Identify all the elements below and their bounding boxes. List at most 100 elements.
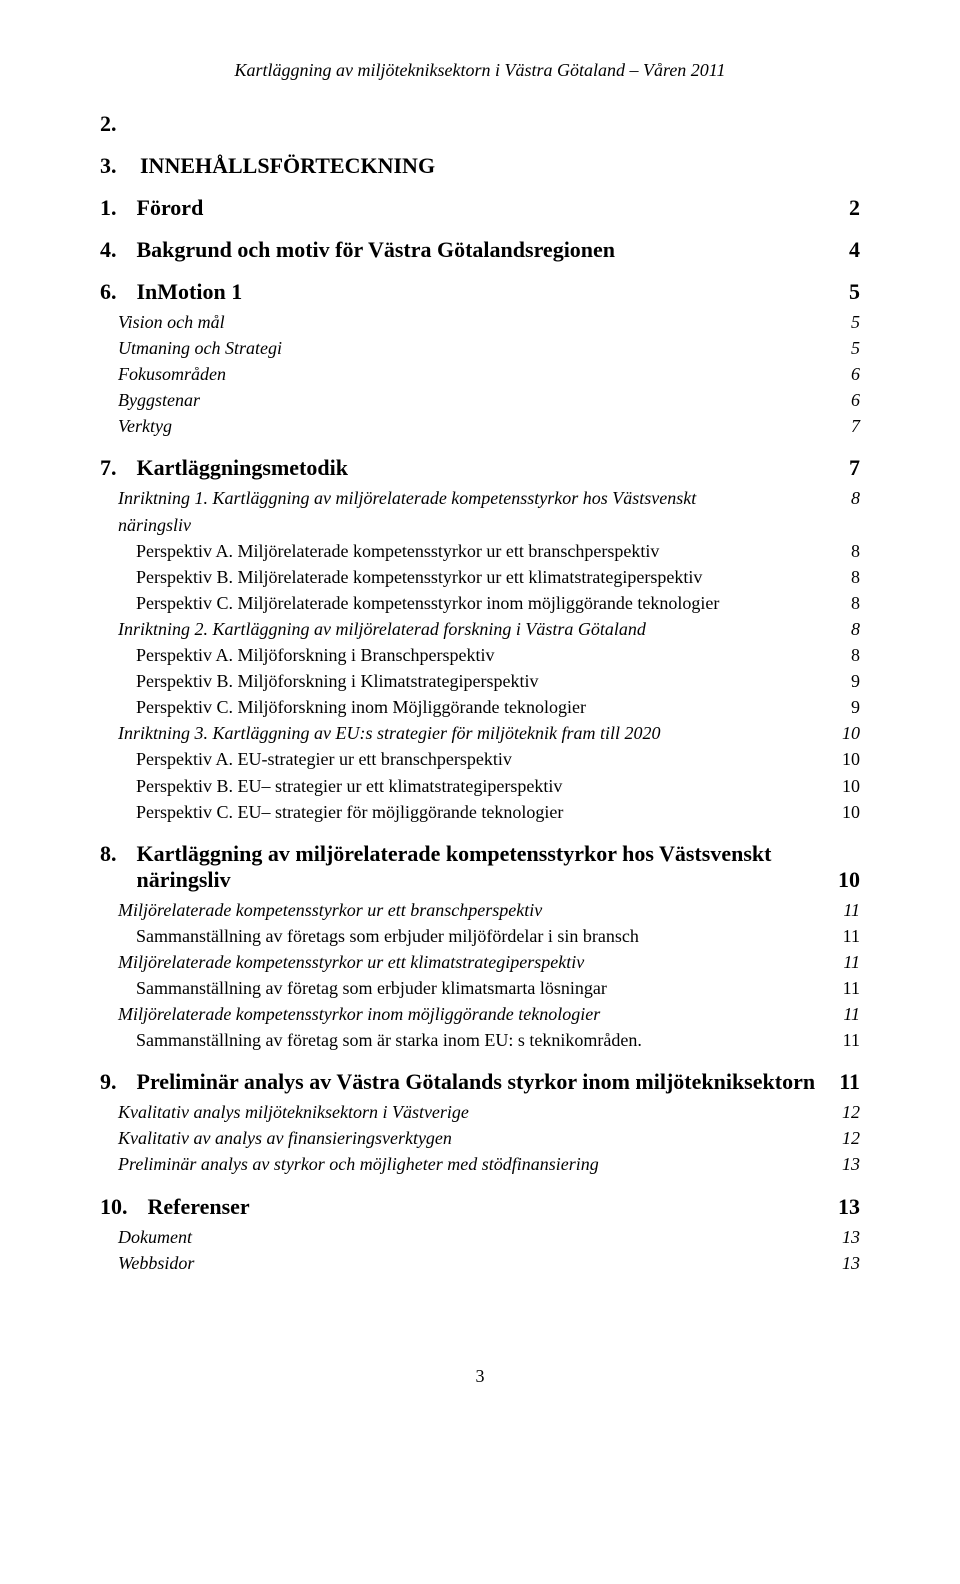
page-num: 13 xyxy=(842,1224,860,1250)
label: Inriktning 1. Kartläggning av miljörelat… xyxy=(118,485,738,537)
label: Miljörelaterade kompetensstyrkor ur ett … xyxy=(118,897,542,923)
page-num: 7 xyxy=(849,455,860,481)
toc-sub: Inriktning 1. Kartläggning av miljörelat… xyxy=(118,485,860,537)
num: 9. xyxy=(100,1069,117,1095)
page-num: 8 xyxy=(851,538,860,564)
toc-subsub: Perspektiv C. Miljörelaterade kompetenss… xyxy=(136,590,860,616)
label: Utmaning och Strategi xyxy=(118,335,282,361)
label: Sammanställning av företags som erbjuder… xyxy=(136,923,639,949)
page-number-footer: 3 xyxy=(100,1366,860,1387)
toc-entry-preliminar-analys: 9. Preliminär analys av Västra Götalands … xyxy=(100,1069,860,1095)
toc-subsub: Perspektiv B. EU– strategier ur ett klim… xyxy=(136,773,860,799)
label: Inriktning 3. Kartläggning av EU:s strat… xyxy=(118,720,660,746)
toc-entry-referenser: 10.Referenser 13 xyxy=(100,1194,860,1220)
toc-subsub: Perspektiv A. Miljöforskning i Branschpe… xyxy=(136,642,860,668)
page-num: 8 xyxy=(851,485,860,511)
toc-sub: Miljörelaterade kompetensstyrkor ur ett … xyxy=(118,897,860,923)
page-num: 12 xyxy=(842,1125,860,1151)
toc-subsub: Perspektiv C. EU– strategier för möjligg… xyxy=(136,799,860,825)
page-num: 7 xyxy=(851,413,860,439)
page-num: 6 xyxy=(851,387,860,413)
title: Kartläggning av miljörelaterade kompeten… xyxy=(137,841,777,893)
page-num: 12 xyxy=(842,1099,860,1125)
num: 10. xyxy=(100,1194,128,1220)
toc-subsub: Perspektiv C. Miljöforskning inom Möjlig… xyxy=(136,694,860,720)
label: Perspektiv A. Miljöforskning i Branschpe… xyxy=(136,642,494,668)
page-num: 11 xyxy=(843,923,860,949)
label: Inriktning 2. Kartläggning av miljörelat… xyxy=(118,616,646,642)
page-num: 2 xyxy=(849,195,860,221)
toc-sub: Preliminär analys av styrkor och möjligh… xyxy=(118,1151,860,1177)
label: Perspektiv C. Miljörelaterade kompetenss… xyxy=(136,590,719,616)
toc-sub: Kvalitativ analys miljötekniksektorn i V… xyxy=(118,1099,860,1125)
section-2: 2. xyxy=(100,111,860,137)
toc-entry-forord: 1. Förord 2 xyxy=(100,195,860,221)
label: Kvalitativ analys miljötekniksektorn i V… xyxy=(118,1099,469,1125)
toc-entry-kartlaggning-kompetens: 8. Kartläggning av miljörelaterade kompet… xyxy=(100,841,860,893)
page-num: 11 xyxy=(839,1069,860,1095)
page-num: 9 xyxy=(851,694,860,720)
label: Dokument xyxy=(118,1224,192,1250)
toc-sub: Miljörelaterade kompetensstyrkor ur ett … xyxy=(118,949,860,975)
num: 7. xyxy=(100,455,117,481)
section-3-num: 3. xyxy=(100,153,117,178)
toc-subsub: Sammanställning av företags som erbjuder… xyxy=(136,923,860,949)
label: Perspektiv C. Miljöforskning inom Möjlig… xyxy=(136,694,586,720)
label: Sammanställning av företag som är starka… xyxy=(136,1027,642,1053)
label: Miljörelaterade kompetensstyrkor inom mö… xyxy=(118,1001,600,1027)
page-num: 10 xyxy=(842,746,860,772)
toc-sub: Miljörelaterade kompetensstyrkor inom mö… xyxy=(118,1001,860,1027)
toc-sub: Verktyg7 xyxy=(118,413,860,439)
page: Kartläggning av miljötekniksektorn i Väs… xyxy=(0,0,960,1427)
page-num: 8 xyxy=(851,590,860,616)
title: Referenser xyxy=(148,1194,250,1220)
label: Webbsidor xyxy=(118,1250,194,1276)
title: Kartläggningsmetodik xyxy=(137,455,348,481)
label: Fokusområden xyxy=(118,361,226,387)
label: Vision och mål xyxy=(118,309,225,335)
toc-subsub: Perspektiv B. Miljöforskning i Klimatstr… xyxy=(136,668,860,694)
page-num: 11 xyxy=(843,1027,860,1053)
toc-sub: Utmaning och Strategi 5 xyxy=(118,335,860,361)
label: Perspektiv A. Miljörelaterade kompetenss… xyxy=(136,538,659,564)
title: Förord xyxy=(137,195,204,221)
toc-entry-kartlaggningsmetodik: 7. Kartläggningsmetodik 7 xyxy=(100,455,860,481)
toc-sub: Dokument 13 xyxy=(118,1224,860,1250)
toc-sub: Inriktning 3. Kartläggning av EU:s strat… xyxy=(118,720,860,746)
label: Perspektiv B. EU– strategier ur ett klim… xyxy=(136,773,562,799)
title: Bakgrund och motiv för Västra Götalandsr… xyxy=(137,237,616,263)
toc-subsub: Perspektiv B. Miljörelaterade kompetenss… xyxy=(136,564,860,590)
num: 1. xyxy=(100,195,117,221)
num: 6. xyxy=(100,279,117,305)
toc-sub: Fokusområden6 xyxy=(118,361,860,387)
page-num: 11 xyxy=(843,897,860,923)
page-num: 5 xyxy=(851,309,860,335)
toc-sub: Byggstenar6 xyxy=(118,387,860,413)
label: Miljörelaterade kompetensstyrkor ur ett … xyxy=(118,949,584,975)
page-num: 10 xyxy=(842,799,860,825)
running-header: Kartläggning av miljötekniksektorn i Väs… xyxy=(100,60,860,81)
toc-entry-bakgrund: 4. Bakgrund och motiv för Västra Götaland… xyxy=(100,237,860,263)
toc-subsub: Sammanställning av företag som erbjuder … xyxy=(136,975,860,1001)
page-num: 13 xyxy=(842,1250,860,1276)
toc-subsub: Perspektiv A. Miljörelaterade kompetenss… xyxy=(136,538,860,564)
page-num: 8 xyxy=(851,616,860,642)
page-num: 5 xyxy=(851,335,860,361)
label: Kvalitativ av analys av finansieringsver… xyxy=(118,1125,452,1151)
toc-sub: Kvalitativ av analys av finansieringsver… xyxy=(118,1125,860,1151)
page-num: 8 xyxy=(851,642,860,668)
section-3-title: INNEHÅLLSFÖRTECKNING xyxy=(140,153,435,178)
page-num: 10 xyxy=(842,720,860,746)
page-num: 11 xyxy=(843,949,860,975)
title: InMotion 1 xyxy=(137,279,243,305)
page-num: 11 xyxy=(843,975,860,1001)
num: 8. xyxy=(100,841,117,893)
page-num: 13 xyxy=(842,1151,860,1177)
page-num: 8 xyxy=(851,564,860,590)
toc-sub: Webbsidor 13 xyxy=(118,1250,860,1276)
label: Perspektiv A. EU-strategier ur ett brans… xyxy=(136,746,512,772)
label: Sammanställning av företag som erbjuder … xyxy=(136,975,607,1001)
title: Preliminär analys av Västra Götalands st… xyxy=(137,1069,816,1095)
toc-entry-inmotion: 6.InMotion 1 5 xyxy=(100,279,860,305)
num: 4. xyxy=(100,237,117,263)
